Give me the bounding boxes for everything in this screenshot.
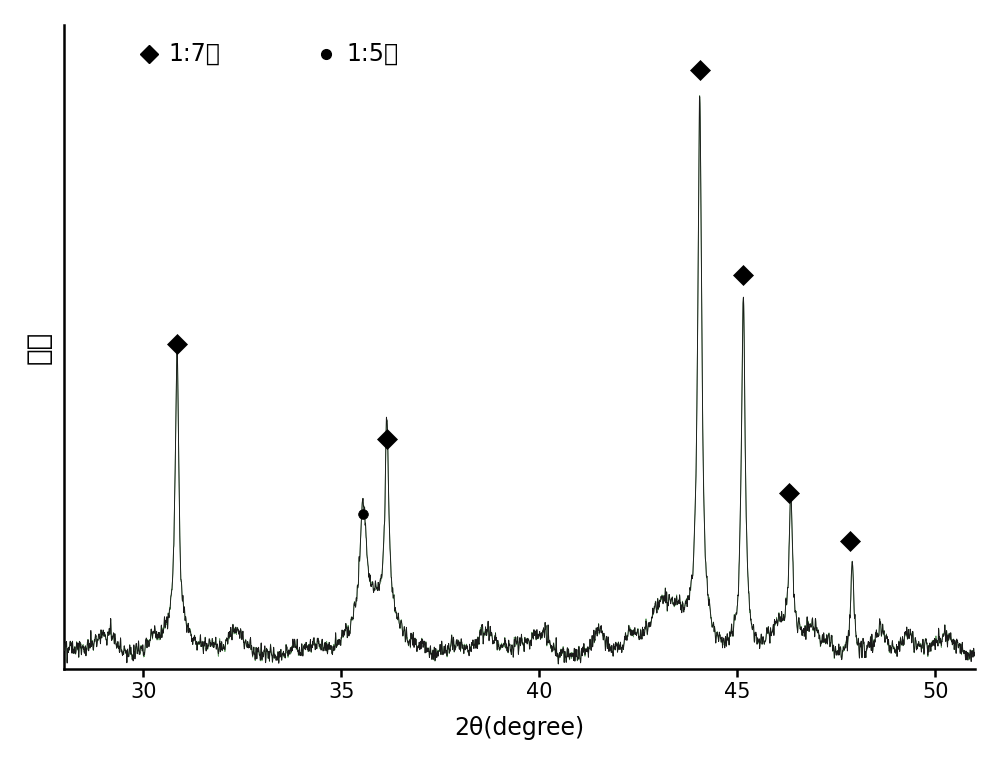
X-axis label: 2θ(degree): 2θ(degree) <box>454 716 585 740</box>
Text: 1:5相: 1:5相 <box>346 42 399 66</box>
Text: 1:7相: 1:7相 <box>169 42 221 66</box>
Y-axis label: 强度: 强度 <box>25 330 53 363</box>
